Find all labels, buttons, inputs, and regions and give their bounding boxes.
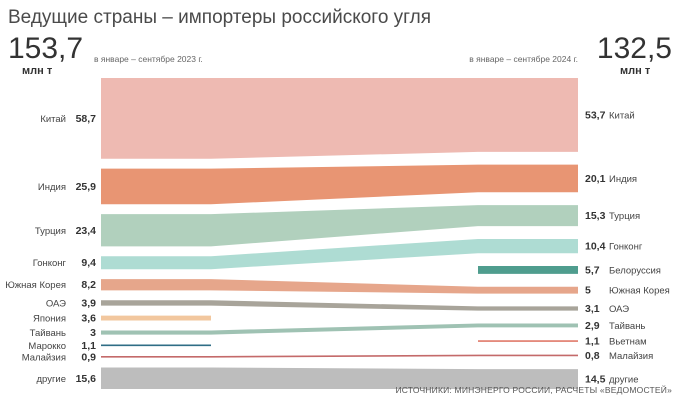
flow-bands [101,78,578,389]
right-unit: млн т [620,65,651,77]
right-name-китай: Китай [609,110,635,121]
left-value-гонконг: 9,4 [81,257,96,269]
flow-band-турция [101,205,578,247]
left-value-турция: 23,4 [76,225,97,237]
left-value-южная-корея: 8,2 [81,279,96,291]
left-value-другие: 15,6 [76,373,97,385]
flow-band-гонконг [101,238,578,270]
right-name-другие: другие [609,375,639,386]
flow-band-вьетнам [478,340,578,342]
right-name-тайвань: Тайвань [609,321,645,332]
left-name-малайзия: Малайзия [22,352,66,363]
right-value-малайзия: 0,8 [585,350,600,362]
flow-band-оаэ [101,300,578,311]
left-name-индия: Индия [38,182,66,193]
left-value-малайзия: 0,9 [81,351,96,363]
left-name-турция: Турция [35,226,66,237]
chart-title: Ведущие страны – импортеры российского у… [8,7,431,28]
right-name-гонконг: Гонконг [609,242,643,253]
left-value-индия: 25,9 [76,181,97,193]
left-name-китай: Китай [40,114,66,125]
left-name-япония: Япония [33,314,66,325]
left-value-китай: 58,7 [76,113,97,125]
left-value-марокко: 1,1 [81,340,96,352]
right-name-турция: Турция [609,211,640,222]
flow-band-тайвань [101,323,578,335]
flow-band-япония [101,315,211,321]
right-name-индия: Индия [609,174,637,185]
flow-band-малайзия [101,354,578,358]
left-period: в январе – сентябре 2023 г. [94,54,203,64]
source-note: ИСТОЧНИКИ: МИНЭНЕРГО РОССИИ, РАСЧЕТЫ «ВЕ… [395,384,672,395]
left-value-тайвань: 3 [90,327,96,339]
right-value-индия: 20,1 [585,173,606,185]
left-name-оаэ: ОАЭ [46,298,66,309]
left-total: 153,7 [8,32,83,65]
left-value-оаэ: 3,9 [81,297,96,309]
left-unit: млн т [22,65,53,77]
right-name-южная-корея: Южная Корея [609,286,670,297]
right-period: в январе – сентябре 2024 г. [469,54,578,64]
left-name-тайвань: Тайвань [30,328,66,339]
right-name-оаэ: ОАЭ [609,304,629,315]
flow-band-индия [101,164,578,205]
right-value-белоруссия: 5,7 [585,264,600,276]
right-name-малайзия: Малайзия [609,351,653,362]
flow-band-белоруссия [478,266,578,274]
right-name-вьетнам: Вьетнам [609,337,647,348]
right-total: 132,5 [597,32,672,65]
right-value-вьетнам: 1,1 [585,336,600,348]
flow-band-китай [101,78,578,159]
left-name-другие: другие [36,374,66,385]
right-value-гонконг: 10,4 [585,241,606,253]
right-value-оаэ: 3,1 [585,303,600,315]
right-value-китай: 53,7 [585,109,606,121]
right-name-белоруссия: Белоруссия [609,265,661,276]
flow-band-южная-корея [101,279,578,294]
left-name-южная-корея: Южная Корея [5,280,66,291]
flow-band-другие [101,367,578,389]
right-value-южная-корея: 5 [585,285,591,297]
flow-band-марокко [101,344,211,347]
right-value-турция: 15,3 [585,210,606,222]
left-value-япония: 3,6 [81,313,96,325]
right-value-другие: 14,5 [585,374,606,386]
left-name-марокко: Марокко [28,341,66,352]
right-value-тайвань: 2,9 [585,320,600,332]
left-name-гонконг: Гонконг [33,258,67,269]
